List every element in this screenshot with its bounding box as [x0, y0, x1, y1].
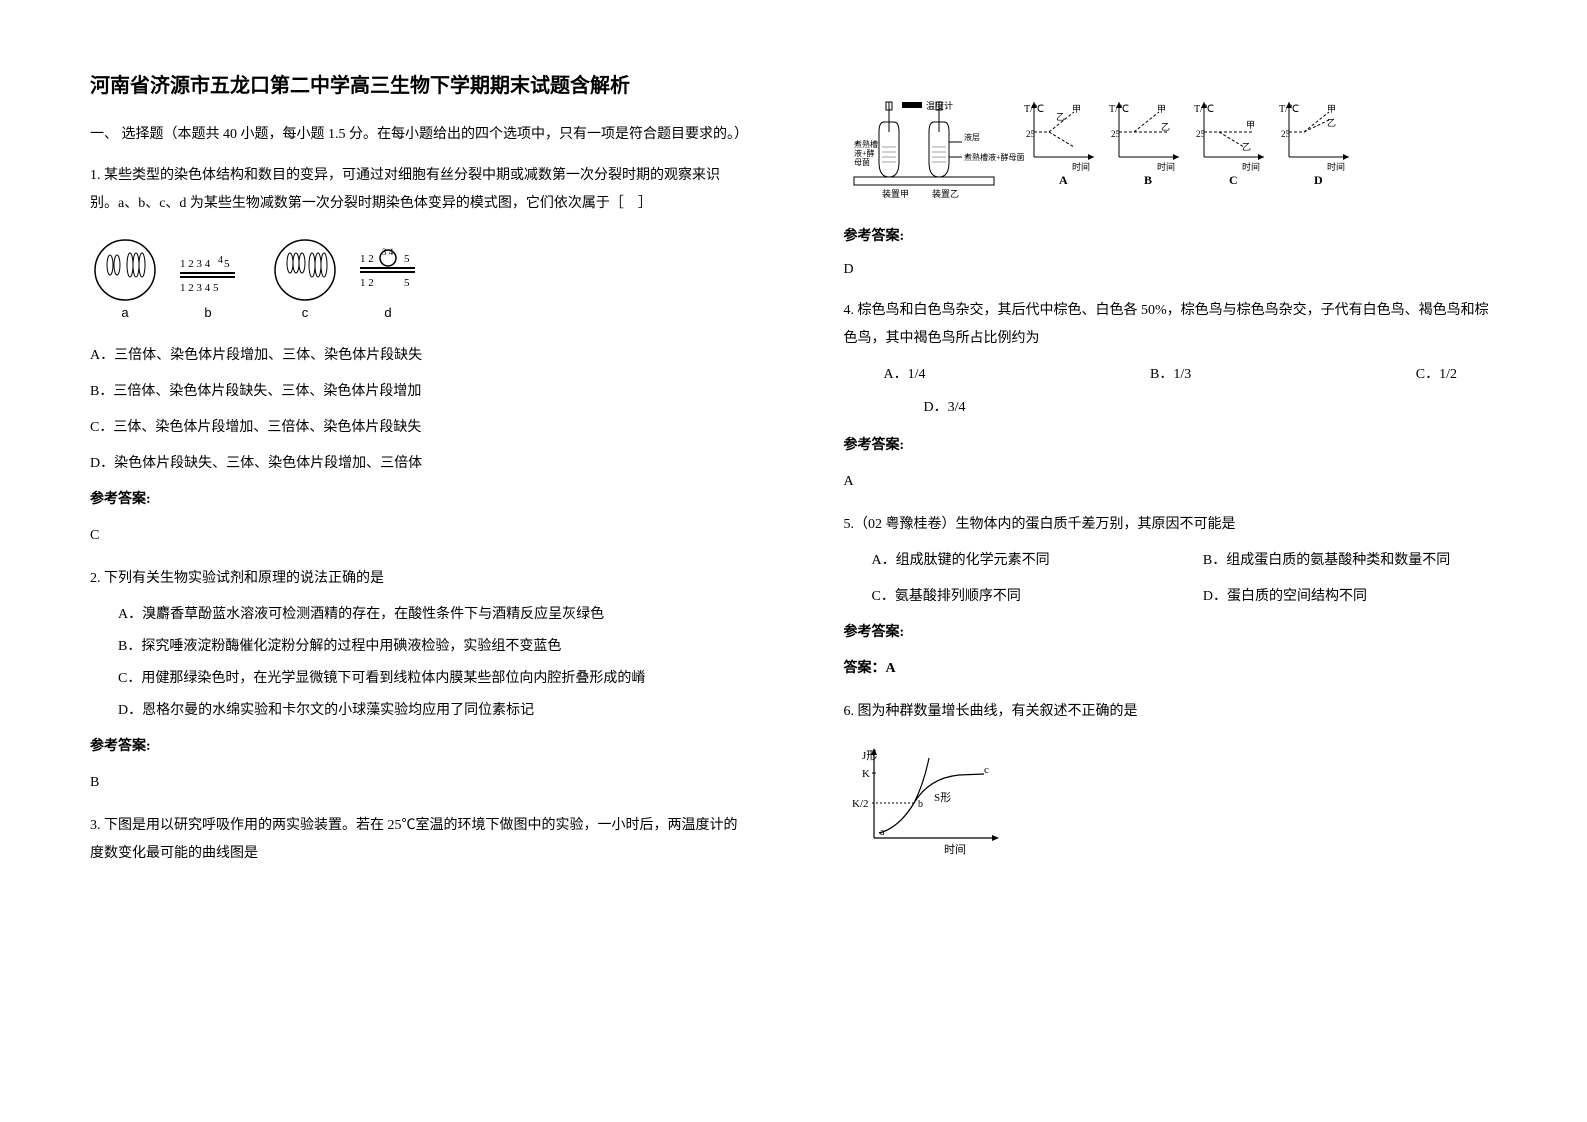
- svg-text:25: 25: [1026, 129, 1036, 139]
- q2-answer-label: 参考答案:: [90, 733, 744, 761]
- q4-answer-label: 参考答案:: [844, 432, 1498, 460]
- svg-text:1 2 3 4 5: 1 2 3 4 5: [180, 282, 219, 294]
- q4-text: 4. 棕色鸟和白色鸟杂交，其后代中棕色、白色各 50%，棕色鸟与棕色鸟杂交，子代…: [844, 297, 1498, 353]
- q4-option-c: C．1/2: [1416, 361, 1457, 389]
- svg-text:乙: 乙: [1056, 112, 1065, 122]
- q1-diagram: a 1 2 3 4 4 5 1 2 3 4 5 b: [90, 230, 744, 330]
- svg-text:5: 5: [224, 258, 230, 270]
- svg-text:d: d: [384, 305, 391, 320]
- svg-text:时间: 时间: [944, 843, 966, 856]
- svg-text:3 4: 3 4: [382, 247, 394, 257]
- svg-text:b: b: [204, 305, 211, 320]
- svg-text:时间: 时间: [1157, 161, 1175, 172]
- svg-text:K: K: [862, 768, 870, 780]
- svg-text:25: 25: [1281, 129, 1291, 139]
- q2-answer: B: [90, 769, 744, 797]
- section-header: 一、 选择题（本题共 40 小题，每小题 1.5 分。在每小题给出的四个选项中，…: [90, 122, 744, 147]
- svg-text:A: A: [1059, 173, 1068, 187]
- q5-row-ab: A．组成肽键的化学元素不同 B．组成蛋白质的氨基酸种类和数量不同: [844, 547, 1498, 575]
- right-column: 温度计 煮熟槽 液+酵 母菌: [794, 0, 1587, 1122]
- q3-diagram: 温度计 煮熟槽 液+酵 母菌: [844, 82, 1498, 212]
- growth-curve-diagram: J形 S形 c K K/2 b a 时间: [844, 743, 1024, 863]
- q4-option-d: D．3/4: [844, 394, 1498, 422]
- svg-text:a: a: [121, 305, 129, 320]
- q5-row-cd: C．氨基酸排列顺序不同 D．蛋白质的空间结构不同: [844, 583, 1498, 611]
- svg-text:D: D: [1314, 173, 1323, 187]
- question-2: 2. 下列有关生物实验试剂和原理的说法正确的是 A．溴麝香草酚蓝水溶液可检测酒精…: [90, 565, 744, 797]
- svg-text:S形: S形: [934, 791, 951, 804]
- svg-text:乙: 乙: [1161, 122, 1170, 132]
- q4-options-row1: A．1/4 B．1/3 C．1/2: [844, 361, 1498, 389]
- q5-answer-label: 参考答案:: [844, 619, 1498, 647]
- svg-text:甲: 甲: [1072, 104, 1081, 114]
- q3-answer-label: 参考答案:: [844, 224, 1498, 249]
- svg-text:b: b: [918, 799, 923, 810]
- q5-answer: 答案：A: [844, 655, 1498, 683]
- svg-text:J形: J形: [862, 749, 877, 762]
- question-6: 6. 图为种群数量增长曲线，有关叙述不正确的是 J形 S形 c K K/2: [844, 698, 1498, 868]
- svg-text:K/2: K/2: [852, 798, 869, 810]
- q5-option-a: A．组成肽键的化学元素不同: [844, 547, 1203, 575]
- q4-answer: A: [844, 468, 1498, 496]
- svg-text:装置甲: 装置甲: [882, 188, 909, 199]
- chromosome-diagram: a 1 2 3 4 4 5 1 2 3 4 5 b: [90, 235, 430, 325]
- svg-text:B: B: [1144, 173, 1152, 187]
- left-column: 河南省济源市五龙口第二中学高三生物下学期期末试题含解析 一、 选择题（本题共 4…: [0, 0, 794, 1122]
- q1-answer-label: 参考答案:: [90, 486, 744, 514]
- q2-option-d: D．恩格尔曼的水绵实验和卡尔文的小球藻实验均应用了同位素标记: [90, 697, 744, 725]
- q5-option-b: B．组成蛋白质的氨基酸种类和数量不同: [1203, 547, 1497, 575]
- svg-text:c: c: [984, 764, 989, 776]
- q2-text: 2. 下列有关生物实验试剂和原理的说法正确的是: [90, 565, 744, 593]
- svg-text:c: c: [302, 305, 309, 320]
- svg-text:5: 5: [404, 253, 410, 265]
- svg-text:25: 25: [1111, 129, 1121, 139]
- svg-text:5: 5: [404, 277, 410, 289]
- svg-text:a: a: [880, 827, 885, 838]
- q1-text: 1. 某些类型的染色体结构和数目的变异，可通过对细胞有丝分裂中期或减数第一次分裂…: [90, 162, 744, 218]
- q5-text: 5.（02 粤豫桂卷）生物体内的蛋白质千差万别，其原因不可能是: [844, 511, 1498, 539]
- q6-text: 6. 图为种群数量增长曲线，有关叙述不正确的是: [844, 698, 1498, 726]
- svg-text:甲: 甲: [1327, 104, 1336, 114]
- q3-answer: D: [844, 257, 1498, 282]
- svg-text:煮熟槽液+酵母菌: 煮熟槽液+酵母菌: [964, 152, 1025, 162]
- svg-text:甲: 甲: [1157, 104, 1166, 114]
- svg-text:甲: 甲: [1246, 120, 1255, 130]
- svg-text:1 2: 1 2: [360, 277, 374, 289]
- question-1: 1. 某些类型的染色体结构和数目的变异，可通过对细胞有丝分裂中期或减数第一次分裂…: [90, 162, 744, 550]
- apparatus-diagram: 温度计 煮熟槽 液+酵 母菌: [844, 87, 1364, 207]
- question-3: 3. 下图是用以研究呼吸作用的两实验装置。若在 25℃室温的环境下做图中的实验，…: [90, 812, 744, 868]
- svg-text:C: C: [1229, 173, 1238, 187]
- q6-diagram: J形 S形 c K K/2 b a 时间: [844, 738, 1498, 868]
- question-4: 4. 棕色鸟和白色鸟杂交，其后代中棕色、白色各 50%，棕色鸟与棕色鸟杂交，子代…: [844, 297, 1498, 496]
- svg-text:乙: 乙: [1242, 142, 1251, 152]
- q1-option-d: D．染色体片段缺失、三体、染色体片段增加、三倍体: [90, 450, 744, 478]
- q5-option-d: D．蛋白质的空间结构不同: [1203, 583, 1497, 611]
- q2-option-a: A．溴麝香草酚蓝水溶液可检测酒精的存在，在酸性条件下与酒精反应呈灰绿色: [90, 601, 744, 629]
- svg-text:1 2: 1 2: [360, 253, 374, 265]
- q3-text: 3. 下图是用以研究呼吸作用的两实验装置。若在 25℃室温的环境下做图中的实验，…: [90, 812, 744, 868]
- svg-text:液层: 液层: [964, 132, 980, 142]
- svg-text:母菌: 母菌: [854, 157, 870, 167]
- question-5: 5.（02 粤豫桂卷）生物体内的蛋白质千差万别，其原因不可能是 A．组成肽键的化…: [844, 511, 1498, 683]
- svg-text:煮熟槽: 煮熟槽: [854, 139, 878, 149]
- svg-text:装置乙: 装置乙: [932, 188, 959, 199]
- svg-text:4: 4: [218, 255, 223, 266]
- q2-option-b: B．探究唾液淀粉酶催化淀粉分解的过程中用碘液检验，实验组不变蓝色: [90, 633, 744, 661]
- svg-text:25: 25: [1196, 129, 1206, 139]
- q1-option-a: A．三倍体、染色体片段增加、三体、染色体片段缺失: [90, 342, 744, 370]
- svg-text:液+酵: 液+酵: [854, 148, 875, 158]
- q1-option-c: C．三体、染色体片段增加、三倍体、染色体片段缺失: [90, 414, 744, 442]
- q1-answer: C: [90, 522, 744, 550]
- svg-text:时间: 时间: [1242, 161, 1260, 172]
- document-title: 河南省济源市五龙口第二中学高三生物下学期期末试题含解析: [90, 70, 744, 102]
- q4-option-a: A．1/4: [884, 361, 926, 389]
- svg-text:1 2 3 4: 1 2 3 4: [180, 258, 211, 270]
- svg-text:时间: 时间: [1327, 161, 1345, 172]
- q2-option-c: C．用健那绿染色时，在光学显微镜下可看到线粒体内膜某些部位向内腔折叠形成的嵴: [90, 665, 744, 693]
- svg-text:乙: 乙: [1327, 118, 1336, 128]
- q1-option-b: B．三倍体、染色体片段缺失、三体、染色体片段增加: [90, 378, 744, 406]
- q5-option-c: C．氨基酸排列顺序不同: [844, 583, 1203, 611]
- svg-text:时间: 时间: [1072, 161, 1090, 172]
- q4-option-b: B．1/3: [1150, 361, 1191, 389]
